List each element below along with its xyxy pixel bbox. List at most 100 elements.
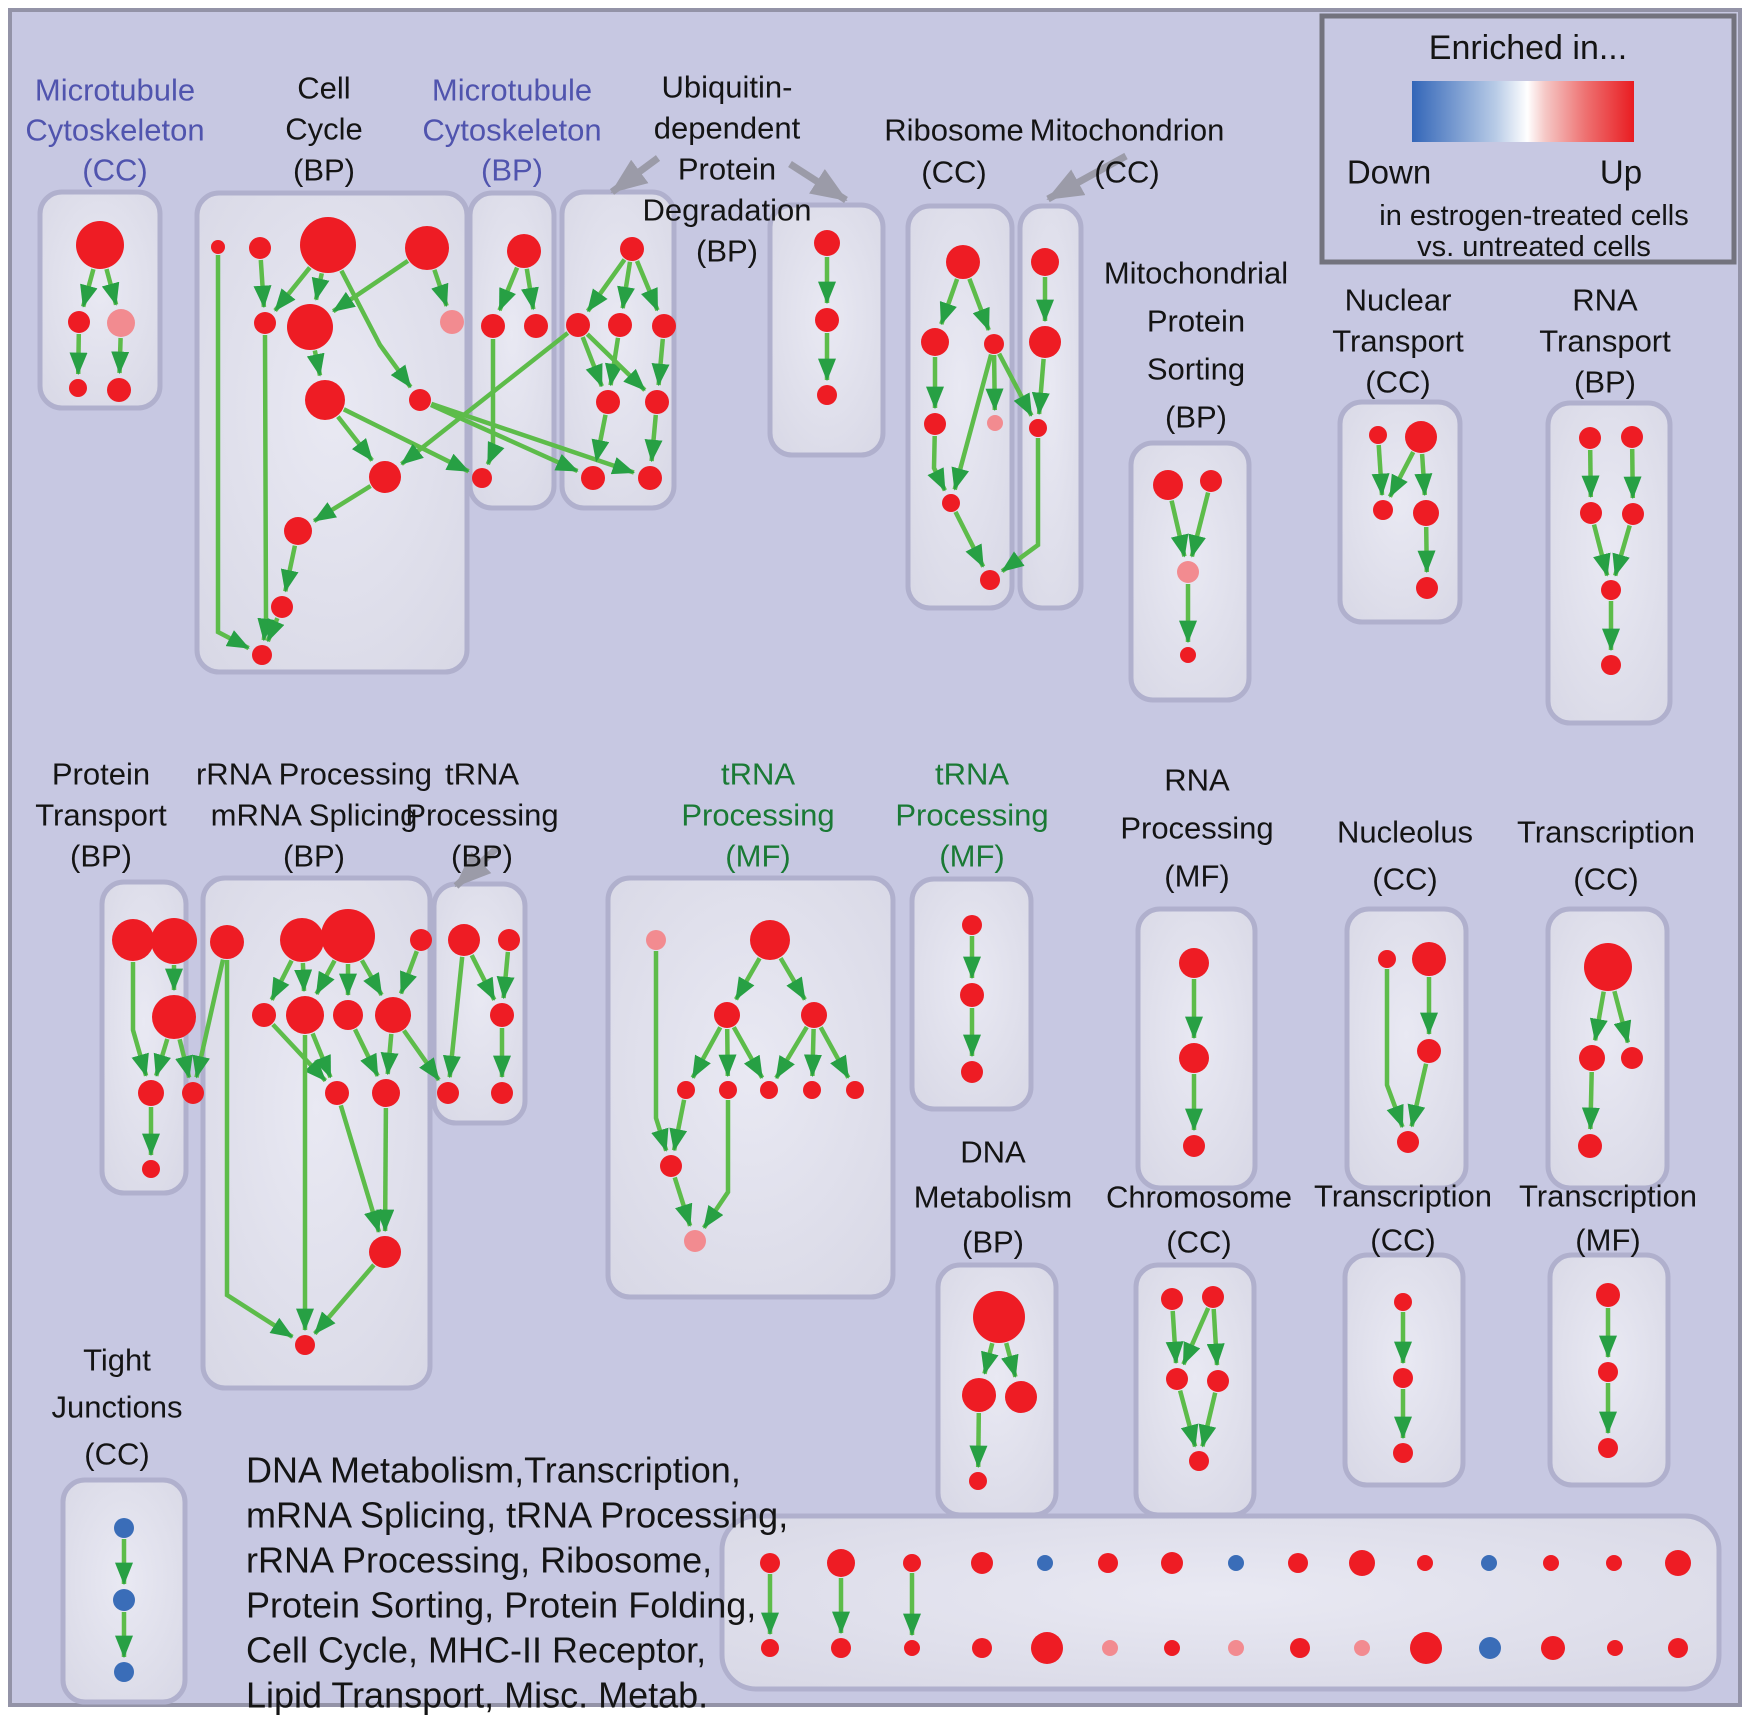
- edge-Q1-Q12: [224, 960, 294, 1339]
- go-term-node-E2: [815, 308, 839, 332]
- cluster-label-mitochondrial-protein-sorting-line2: Sorting: [1147, 352, 1245, 387]
- go-term-node-V7: [760, 1081, 778, 1099]
- go-term-node-N5: [1416, 577, 1438, 599]
- go-term-node-P5: [182, 1082, 204, 1104]
- edge-N4-N5: [1417, 526, 1436, 574]
- cluster-label-rrna-processing-mrna-splicing-line1: mRNA Splicing: [211, 798, 418, 833]
- cluster-label-rrna-processing-mrna-splicing-line0: rRNA Processing: [196, 757, 432, 792]
- go-term-node-Q8: [375, 997, 411, 1033]
- go-term-node-Z2: [1579, 1045, 1605, 1071]
- edge-Q10-Q11: [376, 1107, 395, 1233]
- cluster-label-dna-metabolism-line1: Metabolism: [914, 1180, 1073, 1215]
- misc-node-top-3: [971, 1552, 993, 1574]
- go-term-node-U5: [491, 1082, 513, 1104]
- edge-T1-T3: [1581, 449, 1600, 499]
- go-term-node-B11: [284, 517, 312, 545]
- cluster-label-trna-processing-mf-large-line1: Processing: [681, 798, 834, 833]
- go-term-node-X2: [1179, 1043, 1209, 1073]
- cluster-label-nuclear-transport-line1: Transport: [1332, 324, 1464, 359]
- misc-node-top-2: [903, 1554, 921, 1572]
- go-term-node-R4: [924, 413, 946, 435]
- edge-M2-M3: [1031, 358, 1050, 416]
- go-term-node-V10: [660, 1155, 682, 1177]
- go-term-node-T5: [1601, 580, 1621, 600]
- go-term-node-V6: [719, 1081, 737, 1099]
- go-term-node-B7: [440, 310, 464, 334]
- edge-S2-S3: [1188, 492, 1211, 558]
- go-term-node-TM2: [1598, 1362, 1618, 1382]
- annotation-arrows-layer: [453, 152, 1128, 889]
- legend: Enriched in... Down Up in estrogen-treat…: [1319, 13, 1737, 265]
- cluster-label-transcription-cc-bottom-line1: (CC): [1370, 1223, 1435, 1258]
- go-term-node-TJ3: [114, 1662, 134, 1682]
- cluster-label-rna-transport-line1: Transport: [1539, 324, 1671, 359]
- edge-U2-U3: [496, 951, 515, 1000]
- go-term-node-U4: [437, 1082, 459, 1104]
- misc-node-top-7: [1228, 1555, 1244, 1571]
- misc-node-top-11: [1481, 1555, 1497, 1571]
- cluster-label-trna-processing-mf-small-line1: Processing: [895, 798, 1048, 833]
- cluster-label-protein-transport-line1: Transport: [35, 798, 167, 833]
- cluster-label-nucleolus-line0: Nucleolus: [1337, 815, 1473, 850]
- cluster-label-nuclear-transport-line2: (CC): [1365, 365, 1430, 400]
- cluster-label-protein-transport-line2: (BP): [70, 839, 132, 874]
- annotation-arrow-0: [609, 155, 661, 195]
- go-term-node-Z4: [1578, 1134, 1602, 1158]
- go-term-node-B13: [252, 645, 272, 665]
- go-term-node-B1: [211, 240, 225, 254]
- cluster-label-cell-cycle-line0: Cell: [297, 71, 350, 106]
- edge-Z2-Z4: [1581, 1071, 1600, 1131]
- caption-line-4: Cell Cycle, MHC-II Receptor,: [246, 1630, 706, 1671]
- misc-node-bottom-1: [831, 1638, 851, 1658]
- edge-B10-B11: [312, 484, 372, 523]
- misc-node-bottom-2: [904, 1640, 920, 1656]
- edge-B11-B12: [280, 545, 299, 593]
- caption-line-3: Protein Sorting, Protein Folding,: [246, 1585, 756, 1626]
- misc-node-bottom-6: [1164, 1640, 1180, 1656]
- cluster-label-ubiquitin-degradation-line0: Ubiquitin-: [662, 70, 793, 105]
- edge-N2-N4: [1414, 453, 1433, 497]
- misc-node-top-4: [1037, 1555, 1053, 1571]
- go-term-node-T4: [1622, 503, 1644, 525]
- go-term-node-D8: [638, 466, 662, 490]
- go-term-node-CH3: [1166, 1368, 1188, 1390]
- edge-C1-C2: [497, 266, 520, 312]
- edge-U1-U3: [469, 954, 497, 1001]
- edge-Q11-Q12: [313, 1263, 376, 1336]
- cluster-label-dna-metabolism-line2: (BP): [962, 1225, 1024, 1260]
- misc-node-top-5: [1098, 1553, 1118, 1573]
- go-term-node-C2: [481, 314, 505, 338]
- go-term-node-X3: [1183, 1135, 1205, 1157]
- edge-V10-V11: [672, 1176, 693, 1227]
- cluster-label-rna-processing-mf-line1: Processing: [1120, 811, 1273, 846]
- go-term-node-W2: [960, 983, 984, 1007]
- cluster-label-trna-processing-bp-line2: (BP): [451, 839, 513, 874]
- cluster-label-cell-cycle-line2: (BP): [293, 153, 355, 188]
- edge-Q3-Q6: [314, 959, 337, 995]
- cluster-box-nuclear-transport: [1337, 399, 1463, 625]
- go-term-node-E3: [817, 385, 837, 405]
- go-term-node-X1: [1179, 948, 1209, 978]
- go-term-node-C3: [524, 314, 548, 338]
- go-term-node-P4: [138, 1080, 164, 1106]
- edge-V2-V4: [778, 956, 807, 1001]
- go-term-node-TC3: [1393, 1443, 1413, 1463]
- edge-V1-V10: [651, 951, 669, 1152]
- cluster-label-ribosome-line1: (CC): [921, 155, 986, 190]
- go-term-node-M2: [1029, 326, 1061, 358]
- edge-N1-N3: [1371, 444, 1390, 497]
- misc-box-layer: [719, 1513, 1722, 1692]
- misc-node-top-13: [1606, 1555, 1622, 1571]
- edge-A1-A2: [80, 268, 98, 308]
- go-term-node-R3: [984, 334, 1004, 354]
- cluster-label-mitochondrion-line0: Mitochondrion: [1030, 113, 1225, 148]
- edge-Q2-Q6: [294, 962, 313, 993]
- go-term-node-Q4: [410, 929, 432, 951]
- go-term-node-A5: [107, 378, 131, 402]
- edge-R1-R3: [967, 278, 991, 332]
- cluster-label-transcription-mf-line1: (MF): [1575, 1223, 1640, 1258]
- go-term-node-V11: [684, 1230, 706, 1252]
- cluster-label-mt-bp-line0: Microtubule: [432, 73, 592, 108]
